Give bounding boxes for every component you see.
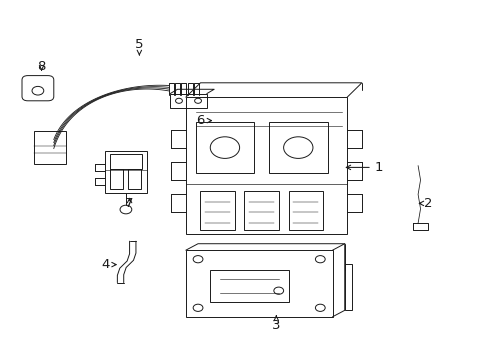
Bar <box>110 154 142 168</box>
Bar <box>268 122 327 173</box>
Text: 3: 3 <box>271 316 280 332</box>
Text: 1: 1 <box>346 161 383 174</box>
Bar <box>200 191 234 230</box>
Text: 2: 2 <box>418 197 431 210</box>
Bar <box>127 169 141 189</box>
Bar <box>344 264 351 310</box>
Text: 8: 8 <box>37 60 46 73</box>
Bar <box>105 151 146 193</box>
Bar <box>288 191 322 230</box>
Bar <box>185 250 332 317</box>
Bar <box>210 270 288 302</box>
Text: 7: 7 <box>125 197 134 210</box>
Bar <box>110 169 122 189</box>
Bar <box>195 122 254 173</box>
Bar <box>34 131 66 164</box>
Bar <box>244 191 278 230</box>
Bar <box>170 94 206 108</box>
Text: 4: 4 <box>101 258 116 271</box>
Text: 5: 5 <box>135 39 143 55</box>
Text: 6: 6 <box>196 114 211 127</box>
Bar <box>185 97 346 234</box>
